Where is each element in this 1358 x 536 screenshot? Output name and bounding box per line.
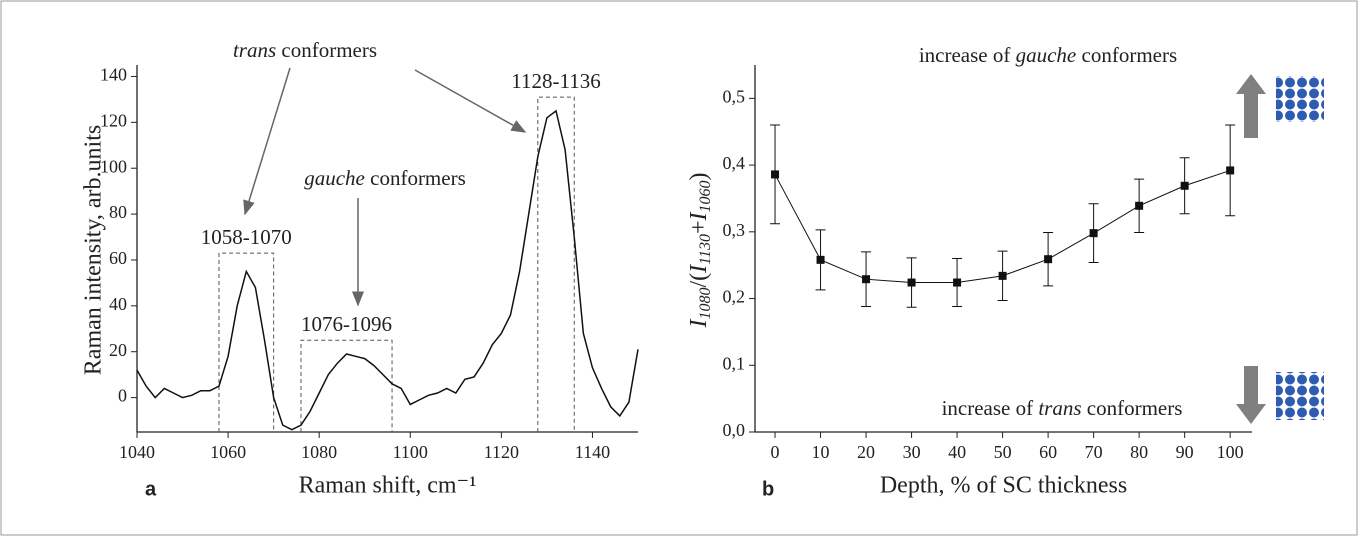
x-tick-label: 1040 (119, 442, 155, 462)
y-label-part: I (686, 211, 712, 221)
point (862, 275, 871, 284)
x-tick-label: 0 (771, 442, 780, 462)
point (816, 255, 825, 264)
spectrum-line (136, 109, 639, 431)
y-tick-label: 100 (100, 156, 127, 176)
x-tick-label: 90 (1176, 442, 1194, 462)
trans-icon (1276, 372, 1324, 420)
x-tick-label: 80 (1130, 442, 1148, 462)
x-tick-label: 20 (857, 442, 875, 462)
point (1226, 166, 1235, 175)
annotation-part: increase of (942, 396, 1039, 420)
annotation-part: gauche (304, 166, 365, 190)
annotation: increase of trans conformers (942, 396, 1183, 420)
point (907, 278, 916, 287)
y-label-part: 1130 (697, 234, 714, 265)
region-box (218, 252, 275, 432)
annotation: increase of gauche conformers (919, 43, 1177, 67)
annotation-part: trans (233, 38, 276, 62)
x-tick-label: 30 (903, 442, 921, 462)
x-tick-label: 1140 (575, 442, 610, 462)
x-tick-label: 1120 (484, 442, 519, 462)
annotation-arrow (414, 69, 527, 133)
x-tick-label: 10 (812, 442, 830, 462)
x-axis-label: Raman shift, cm⁻¹ (299, 473, 477, 499)
region-label: 1076-1096 (301, 312, 392, 336)
annotation: gauche conformers (304, 166, 466, 190)
y-tick-label: 60 (109, 248, 127, 268)
x-axis-label: Depth, % of SC thickness (880, 473, 1127, 499)
point (1180, 181, 1189, 190)
x-tick-label: 40 (948, 442, 966, 462)
annotation-part: trans (1038, 396, 1081, 420)
y-tick-label: 80 (109, 202, 127, 222)
annotation-part: conformers (276, 38, 377, 62)
x-tick-label: 1080 (301, 442, 337, 462)
annotation-part: gauche (1016, 43, 1077, 67)
point (998, 271, 1007, 280)
y-label-part: I (686, 319, 712, 329)
annotation-part: conformers (1082, 396, 1183, 420)
region-box (300, 339, 393, 432)
y-label-part: + (686, 220, 712, 234)
point (953, 278, 962, 287)
y-label-part: ) (686, 172, 712, 180)
y-label-part: I (686, 264, 712, 274)
x-tick-label: 100 (1217, 442, 1244, 462)
y-axis-label: Raman intensity, arb.units (81, 125, 107, 375)
panel-letter: b (762, 478, 774, 500)
y-tick-label: 20 (109, 340, 127, 360)
arrow-down (1236, 366, 1266, 424)
annotation: trans conformers (233, 38, 377, 62)
region-label: 1058-1070 (201, 225, 292, 249)
point (1135, 201, 1144, 210)
y-tick-label: 0,2 (723, 287, 746, 307)
x-tick-label: 70 (1085, 442, 1103, 462)
y-label-part: 1080 (697, 288, 714, 320)
annotation-part: increase of (919, 43, 1016, 67)
y-tick-label: 0,4 (723, 153, 746, 173)
arrow-up (1236, 74, 1266, 138)
y-tick-label: 0,5 (723, 86, 746, 106)
panel-letter: a (145, 478, 157, 500)
annotation-arrow (243, 67, 291, 216)
y-tick-label: 0,1 (723, 353, 746, 373)
annotation-part: conformers (1076, 43, 1177, 67)
x-tick-label: 1060 (210, 442, 246, 462)
y-axis-label: I1080/(I1130+I1060) (686, 172, 714, 328)
x-tick-label: 50 (994, 442, 1012, 462)
point (771, 170, 780, 179)
gauche-icon (1276, 76, 1324, 122)
y-label-part: 1060 (697, 180, 714, 212)
y-label-part: /( (686, 273, 712, 288)
point (1089, 229, 1098, 238)
y-tick-label: 40 (109, 294, 127, 314)
x-tick-label: 1100 (393, 442, 428, 462)
y-tick-label: 0 (118, 386, 127, 406)
region-box (537, 96, 575, 432)
y-tick-label: 140 (100, 65, 127, 85)
y-tick-label: 120 (100, 110, 127, 130)
region-label: 1128-1136 (511, 69, 600, 93)
annotation-part: conformers (365, 166, 466, 190)
y-tick-label: 0,0 (723, 420, 746, 440)
x-tick-label: 60 (1039, 442, 1057, 462)
point (1044, 255, 1053, 264)
y-tick-label: 0,3 (723, 220, 746, 240)
